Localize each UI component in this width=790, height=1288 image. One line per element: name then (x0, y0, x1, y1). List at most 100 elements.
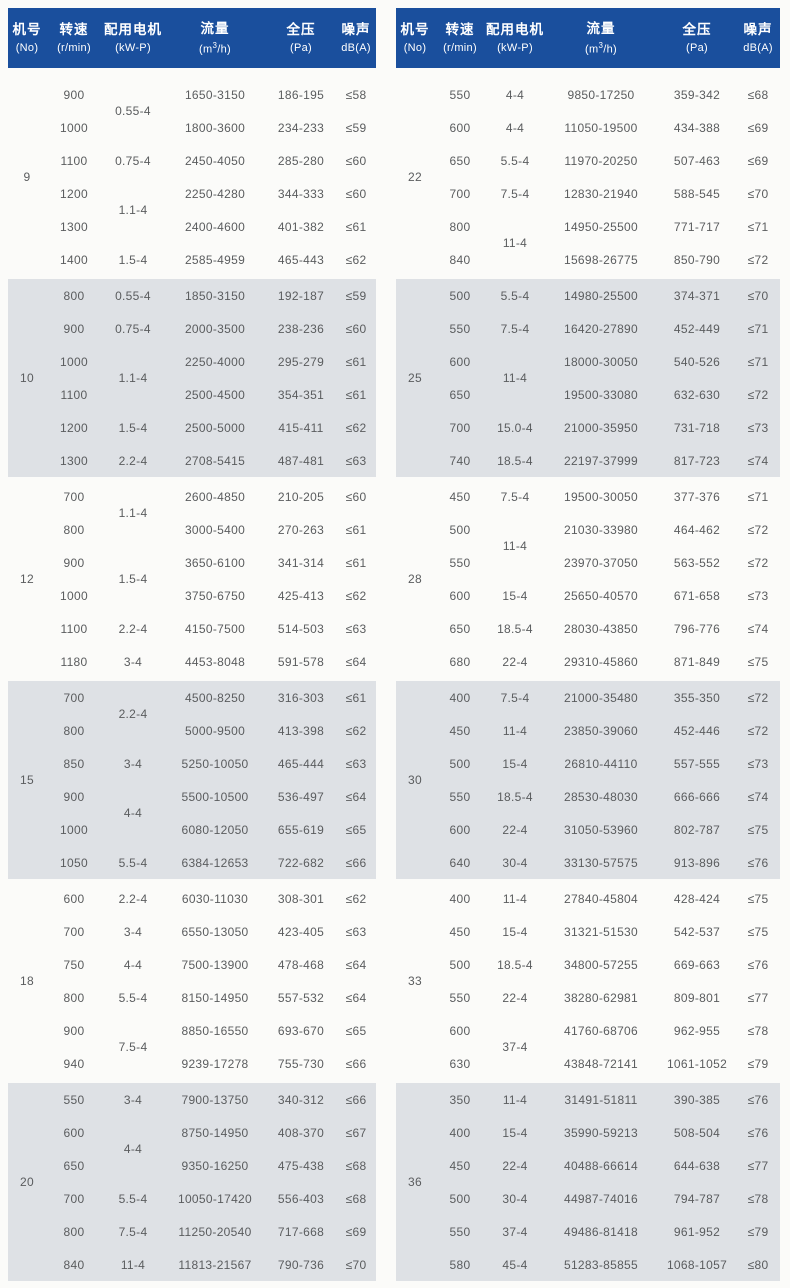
table-row: 450 11-4 23850-39060 452-446 ≤72 (396, 714, 780, 747)
table-row: 740 18.5-4 22197-37999 817-723 ≤74 (396, 444, 780, 479)
cell-pressure: 817-723 (673, 453, 721, 468)
cell-pressure: 540-526 (673, 354, 721, 369)
cell-pressure: 850-790 (673, 252, 721, 267)
cell-motor: 2.2-4 (118, 707, 148, 721)
cell-flow: 38280-62981 (563, 990, 639, 1005)
cell-noise: ≤66 (345, 855, 367, 870)
cell-noise: ≤64 (345, 789, 367, 804)
cell-noise: ≤61 (345, 387, 367, 402)
cell-speed: 900 (63, 555, 85, 570)
table-row: 650 9350-16250 475-438 ≤68 (8, 1149, 376, 1182)
table-row: 900 1.5-4 3650-6100 341-314 ≤61 (8, 546, 376, 587)
cell-flow: 4150-7500 (184, 621, 246, 636)
cell-flow: 21000-35480 (563, 690, 639, 705)
table-row: 900 0.75-4 2000-3500 238-236 ≤60 (8, 312, 376, 345)
cell-pressure: 542-537 (673, 924, 721, 939)
cell-pressure: 428-424 (673, 891, 721, 906)
column-header-flow: 流量 (m3/h) (544, 8, 658, 78)
cell-motor: 22-4 (502, 1158, 528, 1173)
cell-flow: 31491-51811 (564, 1092, 638, 1107)
cell-pressure: 588-545 (673, 186, 721, 201)
column-title: 转速 (59, 22, 89, 38)
table-row: 600 4-4 8750-14950 408-370 ≤67 (8, 1116, 376, 1157)
table-row: 800 11-4 14950-25500 771-717 ≤71 (396, 210, 780, 251)
table-row: 450 15-4 31321-51530 542-537 ≤75 (396, 915, 780, 948)
cell-motor: 1.5-4 (118, 572, 148, 586)
cell-speed: 800 (63, 1224, 85, 1239)
cell-noise: ≤61 (345, 555, 367, 570)
cell-pressure: 802-787 (673, 822, 721, 837)
size-group-22: 22 550 4-4 9850-17250 359-342 ≤68 600 4-4 11050-… (396, 73, 780, 278)
cell-pressure: 632-630 (673, 387, 721, 402)
cell-speed: 500 (449, 756, 471, 771)
cell-noise: ≤76 (747, 1125, 769, 1140)
cell-noise: ≤66 (345, 1056, 367, 1071)
column-header-motor: 配用电机 (kW-P) (486, 8, 544, 78)
cell-noise: ≤68 (747, 87, 769, 102)
cell-speed: 1200 (60, 420, 88, 435)
cell-noise: ≤73 (747, 420, 769, 435)
table-row: 1000 3750-6750 425-413 ≤62 (8, 579, 376, 612)
cell-noise: ≤64 (345, 957, 367, 972)
cell-speed: 550 (449, 1224, 471, 1239)
cell-noise: ≤77 (747, 990, 769, 1005)
size-group-36: 36 350 11-4 31491-51811 390-385 ≤76 400 15-4 359… (396, 1081, 780, 1283)
column-header-speed: 转速 (r/min) (434, 8, 486, 78)
cell-noise: ≤62 (345, 723, 367, 738)
column-title: 噪声 (743, 22, 773, 38)
cell-speed: 1180 (60, 654, 88, 669)
cell-noise: ≤64 (345, 990, 367, 1005)
cell-motor: 11-4 (502, 539, 528, 553)
cell-pressure: 771-717 (673, 219, 721, 234)
cell-pressure: 434-388 (673, 120, 721, 135)
cell-speed: 700 (449, 420, 471, 435)
cell-flow: 28530-48030 (563, 789, 639, 804)
cell-motor: 22-4 (502, 822, 528, 837)
cell-motor: 37-4 (502, 1040, 528, 1054)
cell-motor: 4-4 (505, 87, 525, 102)
cell-speed: 1100 (60, 387, 88, 402)
cell-pressure: 464-462 (673, 522, 721, 537)
cell-noise: ≤76 (747, 957, 769, 972)
column-unit: (r/min) (57, 41, 91, 54)
cell-speed: 1400 (60, 252, 88, 267)
cell-fan-no: 9 (23, 170, 31, 184)
cell-speed: 700 (63, 489, 85, 504)
cell-noise: ≤60 (345, 186, 367, 201)
cell-noise: ≤72 (747, 723, 769, 738)
cell-pressure: 507-463 (673, 153, 721, 168)
cell-pressure: 666-666 (673, 789, 721, 804)
cell-speed: 1050 (60, 855, 88, 870)
cell-motor: 37-4 (502, 1224, 528, 1239)
cell-flow: 19500-30050 (563, 489, 639, 504)
cell-motor: 0.75-4 (115, 321, 151, 336)
table-row: 28 450 7.5-4 19500-30050 377-376 ≤71 (396, 479, 780, 587)
cell-speed: 1000 (60, 354, 88, 369)
table-row: 800 7.5-4 11250-20540 717-668 ≤69 (8, 1215, 376, 1248)
column-unit: (Pa) (290, 41, 312, 54)
table-row: 550 37-4 49486-81418 961-952 ≤79 (396, 1215, 780, 1248)
cell-noise: ≤62 (345, 252, 367, 267)
column-header-no: 机号 (No) (8, 8, 46, 78)
column-title: 机号 (12, 22, 42, 38)
cell-noise: ≤70 (345, 1257, 367, 1272)
cell-noise: ≤60 (345, 321, 367, 336)
table-row: 600 15-4 25650-40570 671-658 ≤73 (396, 579, 780, 612)
cell-speed: 1000 (60, 588, 88, 603)
cell-flow: 35990-59213 (563, 1125, 639, 1140)
cell-speed: 840 (449, 252, 471, 267)
cell-flow: 41760-68706 (563, 1023, 639, 1038)
cell-flow: 9239-17278 (181, 1056, 249, 1071)
column-title: 转速 (445, 22, 475, 38)
cell-pressure: 671-658 (673, 588, 721, 603)
cell-noise: ≤63 (345, 756, 367, 771)
cell-flow: 29310-45860 (563, 654, 639, 669)
cell-flow: 28030-43850 (563, 621, 639, 636)
table-row: 800 5000-9500 413-398 ≤62 (8, 714, 376, 747)
cell-pressure: 1068-1057 (666, 1257, 728, 1272)
table-row: 650 19500-33080 632-630 ≤72 (396, 378, 780, 411)
cell-flow: 22197-37999 (563, 453, 639, 468)
cell-motor: 3-4 (123, 756, 143, 771)
cell-motor: 1.1-4 (118, 371, 148, 385)
table-row: 12 700 1.1-4 2600-4850 210-205 ≤60 (8, 479, 376, 587)
